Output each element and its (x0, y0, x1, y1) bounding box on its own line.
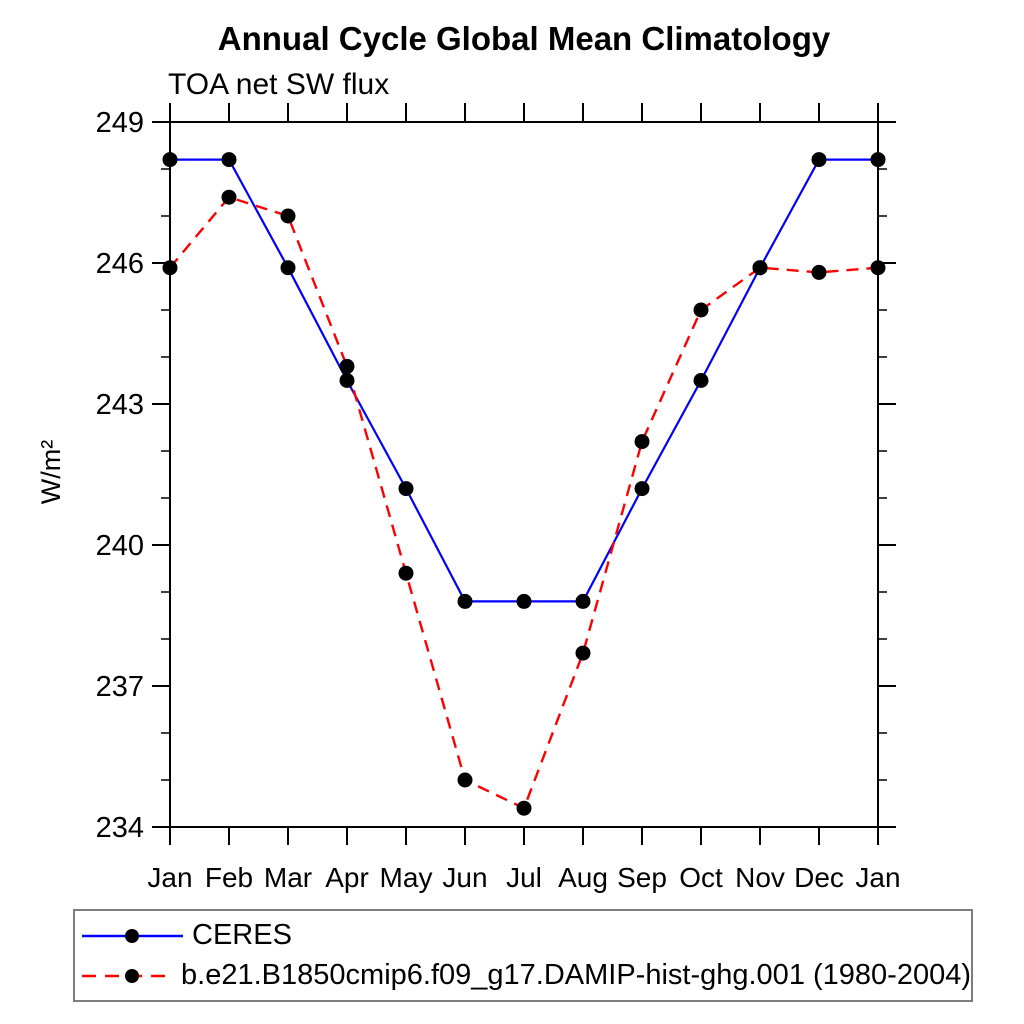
x-tick-label: Nov (735, 862, 785, 893)
y-axis: 234 237 240 243 246 249 W/m² (36, 107, 896, 844)
x-tick-label: Feb (205, 862, 253, 893)
legend: CERES b.e21.B1850cmip6.f09_g17.DAMIP-his… (73, 909, 973, 1002)
x-tick-label: Apr (325, 862, 369, 893)
legend-label-ceres: CERES (192, 919, 292, 951)
x-tick-label: Jan (855, 862, 900, 893)
x-tick-label: Oct (679, 862, 723, 893)
legend-swatch-dashed-line-dot-icon (82, 968, 175, 983)
y-tick-label: 243 (96, 389, 144, 421)
x-tick-label: Jun (442, 862, 487, 893)
x-tick-label: Mar (264, 862, 312, 893)
y-tick-label: 249 (96, 107, 144, 139)
legend-entry-ceres: CERES (80, 916, 971, 956)
x-tick-label: Aug (558, 862, 608, 893)
legend-label-model: b.e21.B1850cmip6.f09_g17.DAMIP-hist-ghg.… (181, 959, 971, 991)
series-line-model (169, 195, 879, 810)
y-tick-label: 234 (96, 812, 144, 844)
x-tick-label: May (380, 862, 433, 893)
x-tick-label: Jan (147, 862, 192, 893)
series-line-ceres (170, 158, 878, 603)
legend-swatch-solid-line-dot-icon (82, 928, 183, 943)
x-tick-label: Sep (617, 862, 667, 893)
x-tick-label: Jul (506, 862, 542, 893)
series-markers-ceres (162, 152, 886, 609)
plot-frame (169, 121, 879, 828)
series-markers-model (162, 189, 886, 816)
chart-subtitle: TOA net SW flux (168, 68, 390, 101)
y-tick-label: 246 (96, 248, 144, 280)
y-axis-title: W/m² (36, 440, 66, 504)
chart-title: Annual Cycle Global Mean Climatology (217, 20, 831, 57)
legend-entry-model: b.e21.B1850cmip6.f09_g17.DAMIP-hist-ghg.… (80, 956, 971, 996)
y-tick-label: 240 (96, 530, 144, 562)
y-tick-label: 237 (96, 671, 144, 703)
x-axis: Jan Feb Mar Apr May Jun Jul Aug Sep Oct Nov Dec Jan (147, 103, 901, 893)
x-tick-label: Dec (794, 862, 844, 893)
